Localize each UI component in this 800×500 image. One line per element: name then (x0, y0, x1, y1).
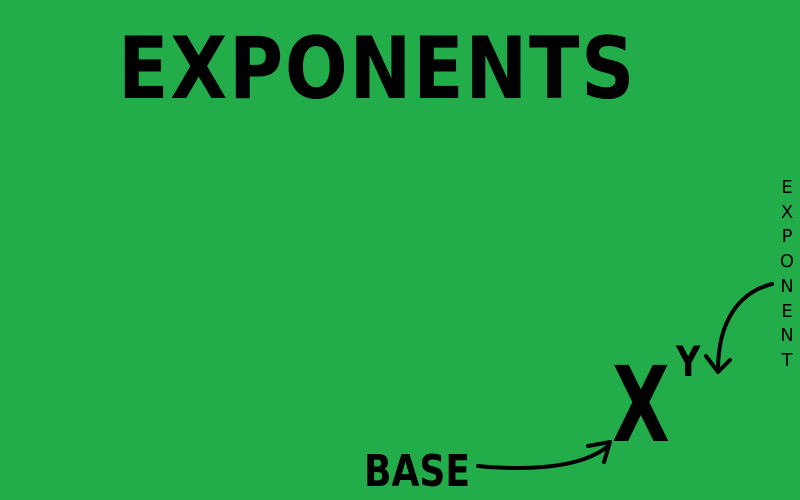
exponent-arrow (704, 282, 774, 374)
diagram-title: EXPONENTS (118, 19, 637, 119)
base-arrow (476, 440, 612, 470)
exponent-variable: Y (676, 337, 701, 386)
base-label: BASE (364, 446, 471, 497)
exponent-label: EXPONENT (779, 177, 795, 371)
base-variable: X (612, 344, 670, 466)
